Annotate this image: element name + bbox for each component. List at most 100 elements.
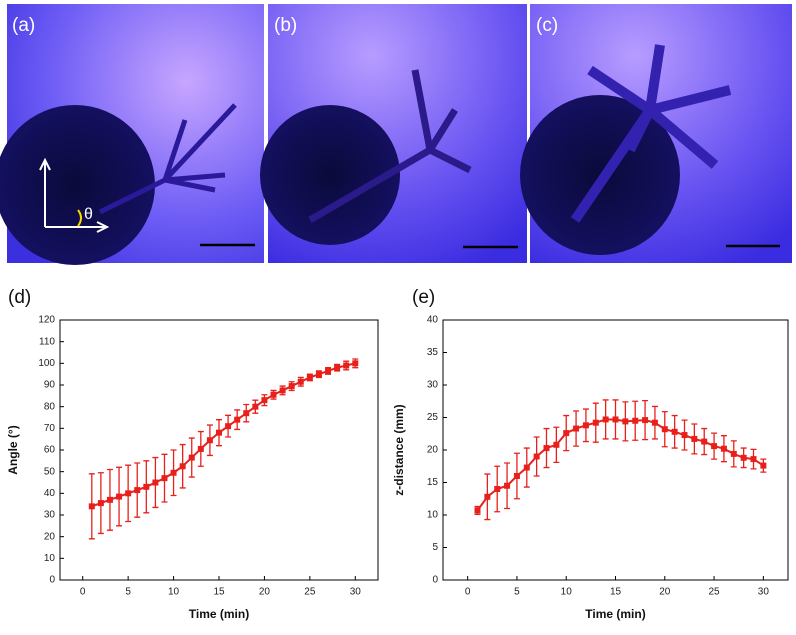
- y-tick-label: 110: [39, 336, 55, 347]
- marker: [106, 496, 113, 503]
- marker: [315, 371, 322, 378]
- marker: [691, 435, 698, 442]
- panel-label: (c): [536, 15, 558, 36]
- x-tick-label: 15: [610, 587, 622, 598]
- marker: [97, 500, 104, 507]
- marker: [701, 438, 708, 445]
- marker: [720, 445, 727, 452]
- marker: [288, 383, 295, 390]
- y-tick-label: 80: [44, 401, 56, 412]
- y-axis-label: Angle (°): [6, 425, 20, 474]
- plot-frame: [442, 319, 789, 581]
- marker: [582, 422, 589, 429]
- marker: [143, 483, 150, 490]
- marker: [197, 445, 204, 452]
- marker: [234, 416, 241, 423]
- x-tick-label: 25: [709, 587, 721, 598]
- marker: [179, 463, 186, 470]
- photo-c: [520, 4, 792, 263]
- y-tick-label: 40: [427, 315, 439, 326]
- marker: [343, 362, 350, 369]
- panel-label: (b): [274, 15, 297, 36]
- y-tick-label: 30: [427, 380, 439, 391]
- marker: [161, 475, 168, 482]
- y-tick-label: 5: [432, 542, 438, 553]
- marker: [563, 430, 570, 437]
- marker: [243, 410, 250, 417]
- x-tick-label: 15: [213, 587, 225, 598]
- y-tick-label: 40: [44, 488, 56, 499]
- x-tick-label: 10: [168, 587, 180, 598]
- marker: [513, 473, 520, 479]
- marker: [279, 387, 286, 394]
- marker: [592, 419, 599, 426]
- y-tick-label: 70: [44, 423, 56, 434]
- marker: [270, 391, 277, 398]
- marker: [711, 443, 718, 450]
- y-tick-label: 0: [432, 575, 438, 586]
- marker: [125, 490, 132, 497]
- marker: [116, 493, 123, 500]
- marker: [306, 374, 313, 381]
- marker: [533, 453, 540, 460]
- marker: [661, 426, 668, 433]
- x-axis-label: Time (min): [585, 607, 645, 621]
- marker: [152, 479, 159, 486]
- x-tick-label: 5: [514, 587, 520, 598]
- x-tick-label: 30: [758, 587, 770, 598]
- marker: [681, 432, 688, 439]
- y-tick-label: 90: [44, 380, 56, 391]
- angle-symbol: θ: [84, 206, 93, 223]
- panel-label: (a): [12, 15, 35, 36]
- marker: [252, 403, 259, 410]
- marker: [642, 417, 649, 424]
- photo-b: [260, 4, 527, 263]
- y-tick-label: 25: [427, 412, 439, 423]
- y-tick-label: 35: [427, 347, 439, 358]
- marker: [216, 429, 222, 436]
- marker: [494, 486, 501, 492]
- x-axis-label: Time (min): [189, 607, 249, 621]
- x-tick-label: 30: [350, 587, 362, 598]
- marker: [88, 503, 95, 510]
- marker: [622, 418, 629, 425]
- y-tick-label: 120: [38, 315, 55, 326]
- marker: [325, 367, 332, 374]
- y-tick-label: 50: [44, 466, 56, 477]
- marker: [134, 487, 141, 494]
- y-tick-label: 20: [427, 445, 439, 456]
- y-axis-label: z-distance (mm): [392, 404, 406, 495]
- marker: [504, 482, 511, 489]
- panel-label: (e): [412, 287, 435, 308]
- x-tick-label: 25: [304, 587, 316, 598]
- plot-frame: [59, 319, 379, 581]
- x-tick-label: 0: [80, 587, 86, 598]
- marker: [553, 441, 560, 448]
- marker: [602, 416, 609, 423]
- x-tick-label: 5: [125, 587, 131, 598]
- y-tick-label: 0: [49, 575, 55, 586]
- marker: [651, 419, 658, 426]
- marker: [297, 378, 304, 385]
- marker: [523, 464, 530, 471]
- y-tick-label: 30: [44, 510, 56, 521]
- y-tick-label: 60: [44, 445, 56, 456]
- marker: [352, 360, 359, 367]
- marker: [671, 428, 678, 435]
- marker: [760, 462, 767, 469]
- panel-label: (d): [8, 287, 31, 308]
- x-tick-label: 20: [259, 587, 271, 598]
- x-tick-label: 20: [659, 587, 671, 598]
- marker: [612, 416, 619, 423]
- marker: [573, 425, 580, 432]
- marker: [206, 437, 213, 444]
- marker: [334, 364, 341, 371]
- marker: [170, 469, 177, 476]
- y-tick-label: 20: [44, 531, 56, 542]
- marker: [750, 456, 757, 463]
- y-tick-label: 10: [44, 553, 56, 564]
- series-line: [476, 418, 764, 512]
- marker: [474, 507, 481, 514]
